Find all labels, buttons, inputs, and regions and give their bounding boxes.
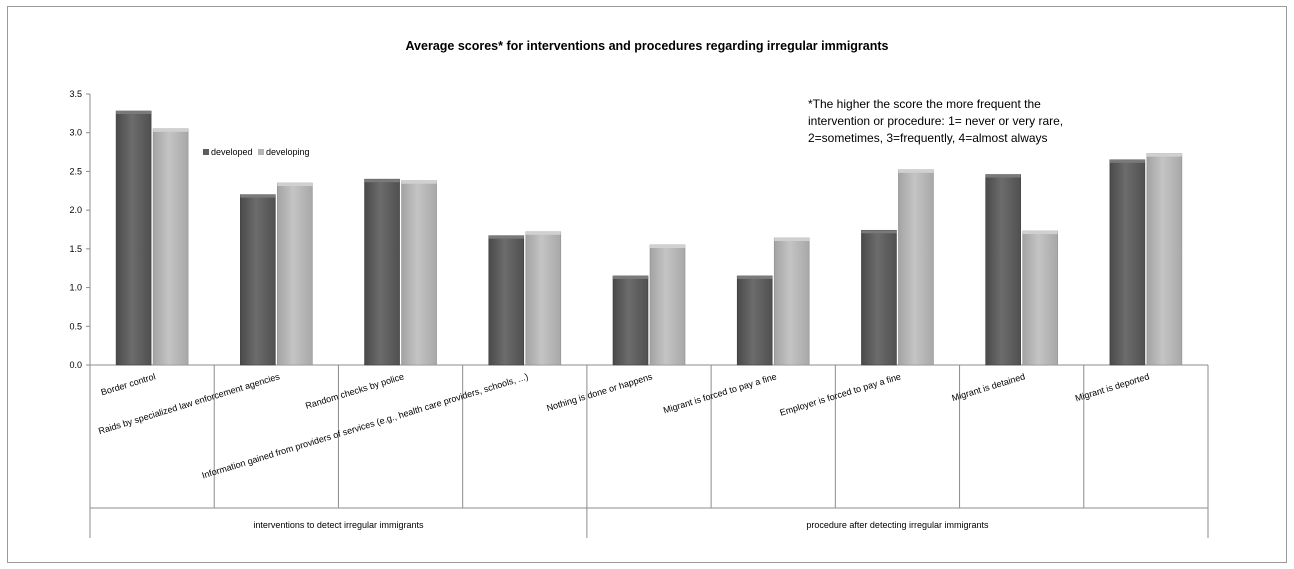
score-note-line: *The higher the score the more frequent … [808, 97, 1041, 111]
score-note-line: 2=sometimes, 3=frequently, 4=almost alwa… [808, 131, 1048, 145]
y-tick-label: 1.0 [69, 283, 82, 293]
bar-top-developing [153, 128, 189, 132]
y-tick-label: 2.0 [69, 205, 82, 215]
chart-legend: developed developing [203, 147, 310, 157]
bar-top-developed [116, 111, 152, 115]
bar-top-developed [364, 179, 400, 183]
chart-axes: 0.0 0.5 1.0 1.5 2.0 2.5 3.0 3.5 [69, 89, 1209, 538]
bar-developed [861, 229, 897, 366]
bar-developed [364, 178, 400, 366]
bar-developing [277, 182, 313, 366]
bar-top-developed [737, 275, 773, 279]
bar-developing [401, 180, 437, 366]
bar-top-developed [240, 194, 276, 198]
bar-developing [1146, 153, 1183, 366]
legend-label-developed: developed [211, 147, 253, 157]
bar-developing [1022, 230, 1058, 366]
bar-top-developing [774, 238, 810, 242]
bar-top-developing [525, 231, 561, 235]
bar-developing [898, 169, 934, 366]
y-tick-label: 1.5 [69, 244, 82, 254]
bar-developing [525, 231, 562, 366]
group-label: interventions to detect irregular immigr… [253, 520, 424, 530]
bar-developed [985, 174, 1021, 366]
bar-developing [152, 128, 189, 366]
bar-top-developing [1022, 231, 1058, 235]
bar-top-developed [985, 174, 1021, 178]
bar-top-developed [861, 230, 897, 234]
category-label: Border control [100, 371, 157, 397]
y-tick-label: 3.0 [69, 128, 82, 138]
category-label: Migrant is forced to pay a fine [662, 371, 778, 415]
category-label: Nothing is done or happens [545, 371, 654, 413]
bar-developed [736, 275, 773, 366]
bar-developed [1109, 159, 1146, 366]
bar-top-developing [650, 244, 685, 248]
bar-top-developed [1109, 159, 1145, 163]
y-tick-label: 0.5 [69, 321, 82, 331]
bar-top-developing [277, 183, 313, 187]
bar-top-developing [1146, 153, 1182, 157]
legend-label-developing: developing [266, 147, 310, 157]
bar-top-developing [898, 169, 934, 173]
chart-title: Average scores* for interventions and pr… [405, 39, 889, 53]
bar-developed [488, 235, 525, 366]
category-label: Random checks by police [304, 371, 405, 411]
bar-developing [773, 237, 810, 366]
y-tick-label: 2.5 [69, 166, 82, 176]
group-label: procedure after detecting irregular immi… [806, 520, 989, 530]
y-tick-label: 3.5 [69, 89, 82, 99]
bar-top-developed [613, 275, 648, 279]
bar-top-developing [401, 180, 437, 184]
bar-developing [649, 244, 686, 366]
legend-swatch-developing [258, 149, 264, 155]
legend-swatch-developed [203, 149, 209, 155]
category-label: Employer is forced to pay a fine [779, 371, 902, 417]
bar-developed [240, 194, 276, 366]
bar-developed [612, 275, 649, 366]
score-note-line: intervention or procedure: 1= never or v… [808, 114, 1064, 128]
score-note: *The higher the score the more frequent … [808, 96, 1108, 147]
category-label: Migrant is deported [1074, 371, 1151, 403]
y-tick-label: 0.0 [69, 360, 82, 370]
bar-developed [115, 110, 152, 366]
bar-top-developed [488, 235, 524, 239]
category-label: Migrant is detained [951, 371, 1027, 403]
chart-bars [115, 110, 1183, 366]
